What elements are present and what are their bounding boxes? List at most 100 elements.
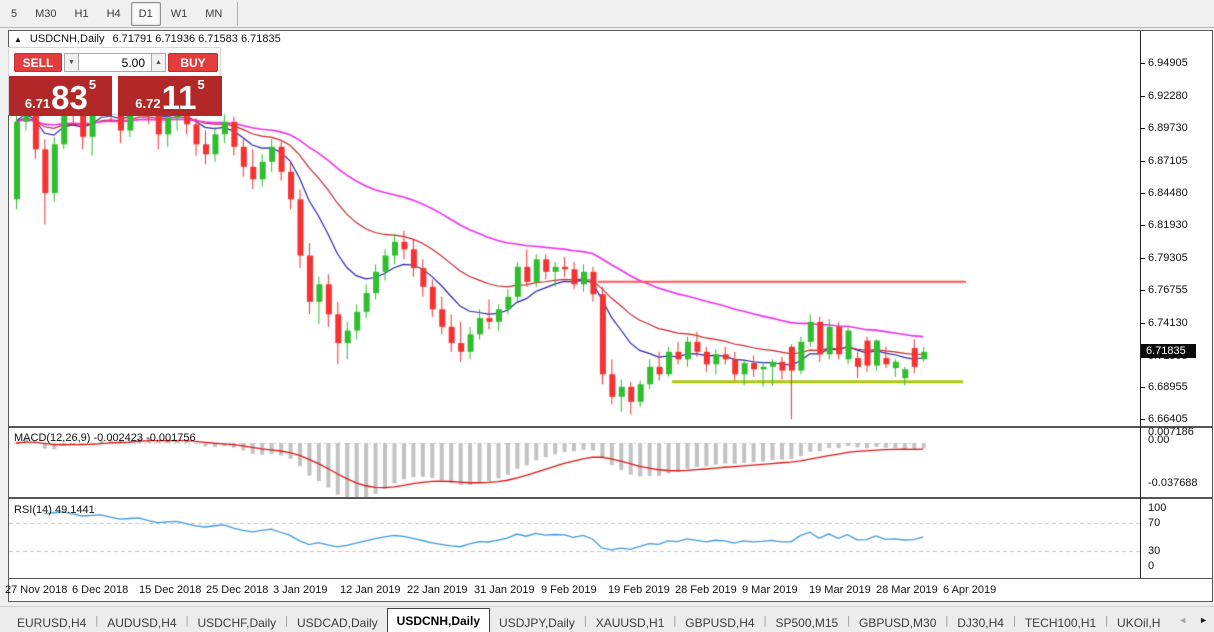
tab-separator: |: [583, 614, 587, 627]
tab-usdchf-daily[interactable]: USDCHF,Daily: [197, 615, 277, 630]
volume-input[interactable]: [79, 53, 151, 72]
date-axis-label: 19 Mar 2019: [809, 584, 871, 596]
price-axis-label: 6.76755: [1148, 283, 1188, 296]
chevron-down-icon: ▼: [68, 59, 75, 66]
volume-increase-button[interactable]: ▲: [151, 53, 166, 72]
tab-usdcnh-daily[interactable]: USDCNH,Daily: [386, 608, 491, 632]
tab-separator: |: [1105, 614, 1109, 627]
date-axis-label: 25 Dec 2018: [206, 584, 269, 596]
pane-splitter-rsi[interactable]: [9, 497, 1213, 499]
toolbar-divider: [237, 1, 239, 26]
tab-ukoil-h[interactable]: UKOil,H: [1117, 615, 1161, 630]
tab-usdjpy-daily[interactable]: USDJPY,Daily: [499, 615, 575, 630]
ask-point: 5: [197, 77, 205, 92]
price-tick: [1140, 322, 1145, 324]
timeframe-button-w1[interactable]: W1: [170, 7, 188, 20]
price-tick: [1140, 127, 1145, 129]
date-axis-label: 9 Feb 2019: [541, 584, 597, 596]
date-axis-label: 27 Nov 2018: [5, 584, 68, 596]
tab-audusd-h4[interactable]: AUDUSD,H4: [107, 615, 177, 630]
rsi-axis-label: 70: [1148, 517, 1161, 529]
price-tick: [1140, 225, 1145, 227]
ask-base: 6.72: [135, 96, 161, 111]
tab-separator: |: [763, 614, 767, 627]
symbol-tabbar: EURUSD,H4 | AUDUSD,H4 | USDCHF,Daily | USDCAD,…: [0, 606, 1214, 632]
macd-axis-label: 0.007186: [1148, 426, 1194, 438]
price-axis-label: 6.68955: [1148, 381, 1188, 394]
buy-button[interactable]: BUY: [168, 53, 218, 72]
tab-gbpusd-m30[interactable]: GBPUSD,M30: [859, 615, 937, 630]
scroll-left-icon[interactable]: ◄: [1178, 615, 1188, 625]
date-axis-separator: [9, 578, 1213, 579]
tab-usdcad-daily[interactable]: USDCAD,Daily: [296, 615, 378, 630]
tab-separator: |: [673, 614, 677, 627]
date-axis-label: 6 Dec 2018: [72, 584, 129, 596]
rsi-axis-label: 100: [1148, 502, 1167, 514]
price-axis-label: 6.79305: [1148, 252, 1188, 264]
price-axis-label: 6.92280: [1148, 89, 1188, 102]
tab-eurusd-h4[interactable]: EURUSD,H4: [17, 615, 87, 630]
tab-separator: |: [847, 614, 851, 627]
timeframe-button-h4[interactable]: H4: [106, 7, 121, 20]
date-axis-label: 15 Dec 2018: [139, 584, 202, 596]
pane-splitter-macd[interactable]: [9, 426, 1213, 428]
macd-axis-label: 0.00: [1148, 434, 1170, 446]
bid-point: 5: [88, 77, 97, 92]
date-axis-label: 31 Jan 2019: [474, 584, 535, 596]
price-axis-label: 6.87105: [1148, 154, 1188, 167]
macd-indicator-label: MACD(12,26,9) -0.002423 -0.001756: [14, 432, 196, 444]
timeframe-button-h1[interactable]: H1: [74, 7, 89, 20]
bid-quote-panel[interactable]: 6.71 83 5: [9, 76, 112, 116]
price-axis-label: 6.81930: [1148, 219, 1188, 232]
price-axis-label: 6.89730: [1148, 121, 1188, 134]
tab-sp500-m15[interactable]: SP500,M15: [775, 615, 839, 630]
chart-title: ▲ USDCNH,Daily 6.71791 6.71936 6.71583 6…: [14, 33, 281, 45]
bid-base: 6.71: [24, 96, 51, 111]
date-axis-label: 28 Feb 2019: [675, 584, 737, 596]
one-click-trade-panel: SELL ▼ ▲ BUY 6.71 83 5 6.72 11 5: [8, 47, 222, 116]
price-axis-line[interactable]: [1140, 31, 1141, 578]
date-axis-label: 3 Jan 2019: [273, 584, 328, 596]
price-tick: [1140, 193, 1145, 195]
price-axis-label: 6.66405: [1148, 413, 1188, 426]
date-axis-label: 22 Jan 2019: [407, 584, 468, 596]
chart-symbol-period: USDCNH,Daily: [29, 33, 105, 45]
volume-decrease-button[interactable]: ▼: [64, 53, 79, 72]
ask-quote-panel[interactable]: 6.72 11 5: [118, 76, 222, 116]
rsi-axis-label: 0: [1148, 560, 1155, 572]
price-axis-label: 6.84480: [1148, 187, 1188, 200]
timeframe-toolbar: 5 M30 H1 H4 D1 W1 MN: [0, 0, 1214, 28]
rsi-axis-label: 30: [1148, 545, 1161, 557]
collapse-arrow-icon[interactable]: ▲: [14, 34, 22, 44]
chart-ohlc-values: 6.71791 6.71936 6.71583 6.71835: [112, 33, 281, 45]
price-axis-label: 6.94905: [1148, 57, 1188, 69]
price-tick: [1140, 419, 1145, 421]
macd-axis-label: -0.037688: [1148, 477, 1198, 489]
sell-button[interactable]: SELL: [14, 53, 62, 72]
price-tick: [1140, 258, 1145, 259]
date-axis-label: 6 Apr 2019: [943, 584, 997, 596]
bid-pips: 83: [51, 79, 88, 116]
timeframe-button-m30[interactable]: M30: [35, 7, 57, 20]
tab-separator: |: [945, 614, 949, 627]
timeframe-button-d1[interactable]: D1: [130, 1, 161, 26]
scroll-right-icon[interactable]: ►: [1199, 615, 1208, 625]
tab-separator: |: [285, 614, 288, 627]
price-tick: [1140, 160, 1145, 162]
tab-xauusd-h1[interactable]: XAUUSD,H1: [595, 615, 665, 630]
tab-tech100-h1[interactable]: TECH100,H1: [1024, 615, 1097, 630]
price-tick: [1140, 63, 1145, 64]
tab-scroll-arrows: ◄ ►: [1170, 607, 1208, 632]
tab-dj30-h4[interactable]: DJ30,H4: [957, 615, 1004, 630]
timeframe-button-mn[interactable]: MN: [205, 7, 223, 20]
timeframe-button-5[interactable]: 5: [11, 7, 18, 20]
price-tick: [1140, 289, 1145, 291]
tab-separator: |: [95, 614, 99, 627]
chart-canvas[interactable]: [9, 31, 1140, 601]
price-axis-label: 6.74130: [1148, 316, 1188, 329]
chevron-up-icon: ▲: [155, 59, 162, 66]
tab-gbpusd-h4[interactable]: GBPUSD,H4: [685, 615, 755, 630]
current-price-tag: 6.71835: [1141, 344, 1196, 358]
tab-separator: |: [1012, 614, 1016, 627]
